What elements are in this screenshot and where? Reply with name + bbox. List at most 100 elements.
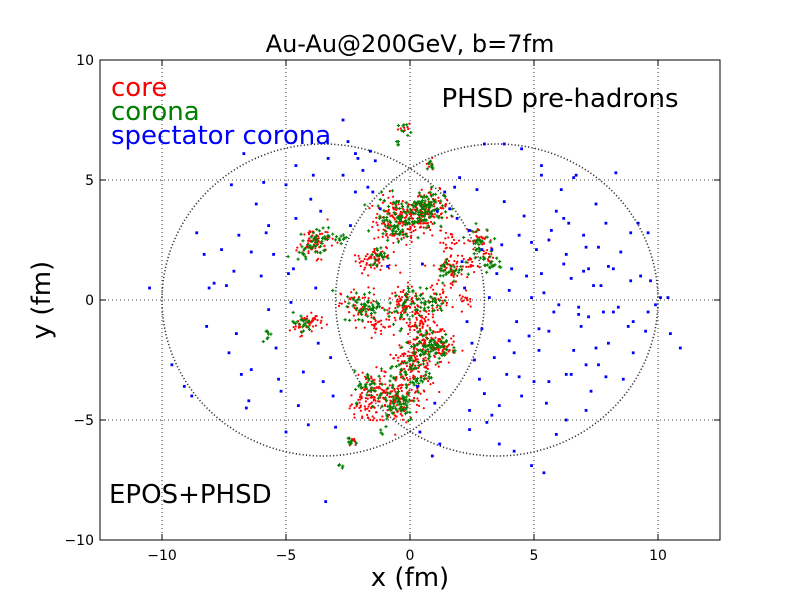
corona-point [373, 389, 377, 393]
spectator-point [505, 373, 509, 376]
corona-point [479, 241, 483, 245]
corona-point [320, 239, 324, 243]
core-point [368, 206, 371, 210]
corona-point [387, 310, 392, 314]
corona-point [406, 296, 410, 300]
spectator-point [611, 310, 615, 314]
corona-point [369, 311, 373, 316]
core-point [390, 311, 394, 314]
core-point [467, 239, 470, 242]
core-point [460, 310, 463, 313]
corona-point [412, 301, 416, 305]
core-point [410, 388, 413, 391]
spectator-point [497, 404, 501, 407]
core-point [447, 361, 450, 364]
corona-point [409, 302, 413, 306]
core-point [398, 304, 401, 307]
spectator-point [354, 190, 357, 194]
corona-point [389, 374, 393, 378]
corona-point [426, 357, 431, 361]
spectator-point [557, 303, 561, 307]
corona-point [296, 257, 300, 261]
corona-point [434, 192, 438, 196]
corona-point [428, 215, 432, 219]
annotation-2: EPOS+PHSD [109, 480, 272, 510]
core-point [405, 364, 409, 368]
core-point [469, 264, 472, 267]
nucleus-outline-1 [161, 143, 486, 457]
spectator-point [547, 238, 551, 242]
corona-point [432, 308, 436, 312]
core-point [358, 261, 361, 264]
core-point [464, 289, 468, 292]
core-point [416, 195, 420, 198]
spectator-point [483, 142, 486, 146]
core-point [415, 348, 418, 351]
core-point [354, 304, 357, 307]
corona-point [407, 391, 411, 395]
corona-point [424, 331, 428, 335]
core-point [396, 298, 399, 301]
core-point [359, 393, 362, 396]
core-point [388, 297, 391, 300]
corona-point [408, 410, 412, 414]
corona-point [395, 139, 399, 144]
corona-point [432, 221, 436, 225]
core-point [370, 401, 374, 404]
spectator-point [287, 272, 290, 275]
spectator-point [232, 269, 236, 273]
core-point [434, 363, 437, 366]
core-point [377, 229, 380, 232]
core-point [439, 206, 442, 209]
core-point [385, 388, 388, 391]
corona-point [345, 305, 349, 309]
corona-point [402, 209, 406, 213]
corona-point [405, 313, 410, 317]
corona-point [419, 194, 423, 198]
core-point [369, 320, 373, 324]
core-point [427, 165, 431, 168]
corona-point [452, 269, 456, 273]
core-point [478, 266, 481, 269]
core-point [407, 304, 410, 308]
core-point [411, 300, 415, 303]
core-point [359, 264, 362, 268]
core-point [449, 232, 453, 236]
core-point [376, 400, 380, 403]
spectator-point [512, 351, 516, 355]
spectator-point [254, 202, 258, 206]
corona-point [417, 364, 422, 368]
spectator-point [195, 231, 199, 235]
corona-point [421, 206, 425, 210]
core-point [423, 317, 426, 321]
corona-point [396, 143, 400, 147]
spectator-point [289, 301, 293, 304]
core-point [394, 390, 397, 394]
core-point [385, 247, 389, 250]
corona-point [326, 234, 330, 238]
corona-point [421, 362, 426, 366]
corona-point [424, 205, 428, 209]
core-point [311, 234, 314, 237]
core-point [372, 398, 376, 401]
core-point [441, 299, 444, 302]
core-point [413, 225, 416, 228]
corona-point [438, 298, 442, 303]
corona-point [416, 330, 420, 334]
spectator-point [319, 209, 323, 213]
spectator-point [520, 394, 523, 398]
corona-point [310, 239, 314, 244]
corona-point [403, 223, 408, 227]
corona-point [313, 235, 317, 239]
corona-point [411, 290, 415, 294]
core-point [486, 258, 490, 261]
corona-point [427, 371, 431, 376]
corona-point [418, 286, 422, 290]
core-point [444, 247, 447, 250]
corona-point [306, 325, 310, 329]
core-point [307, 250, 310, 253]
corona-point [379, 392, 383, 396]
corona-point [383, 308, 387, 312]
core-point [429, 383, 432, 386]
